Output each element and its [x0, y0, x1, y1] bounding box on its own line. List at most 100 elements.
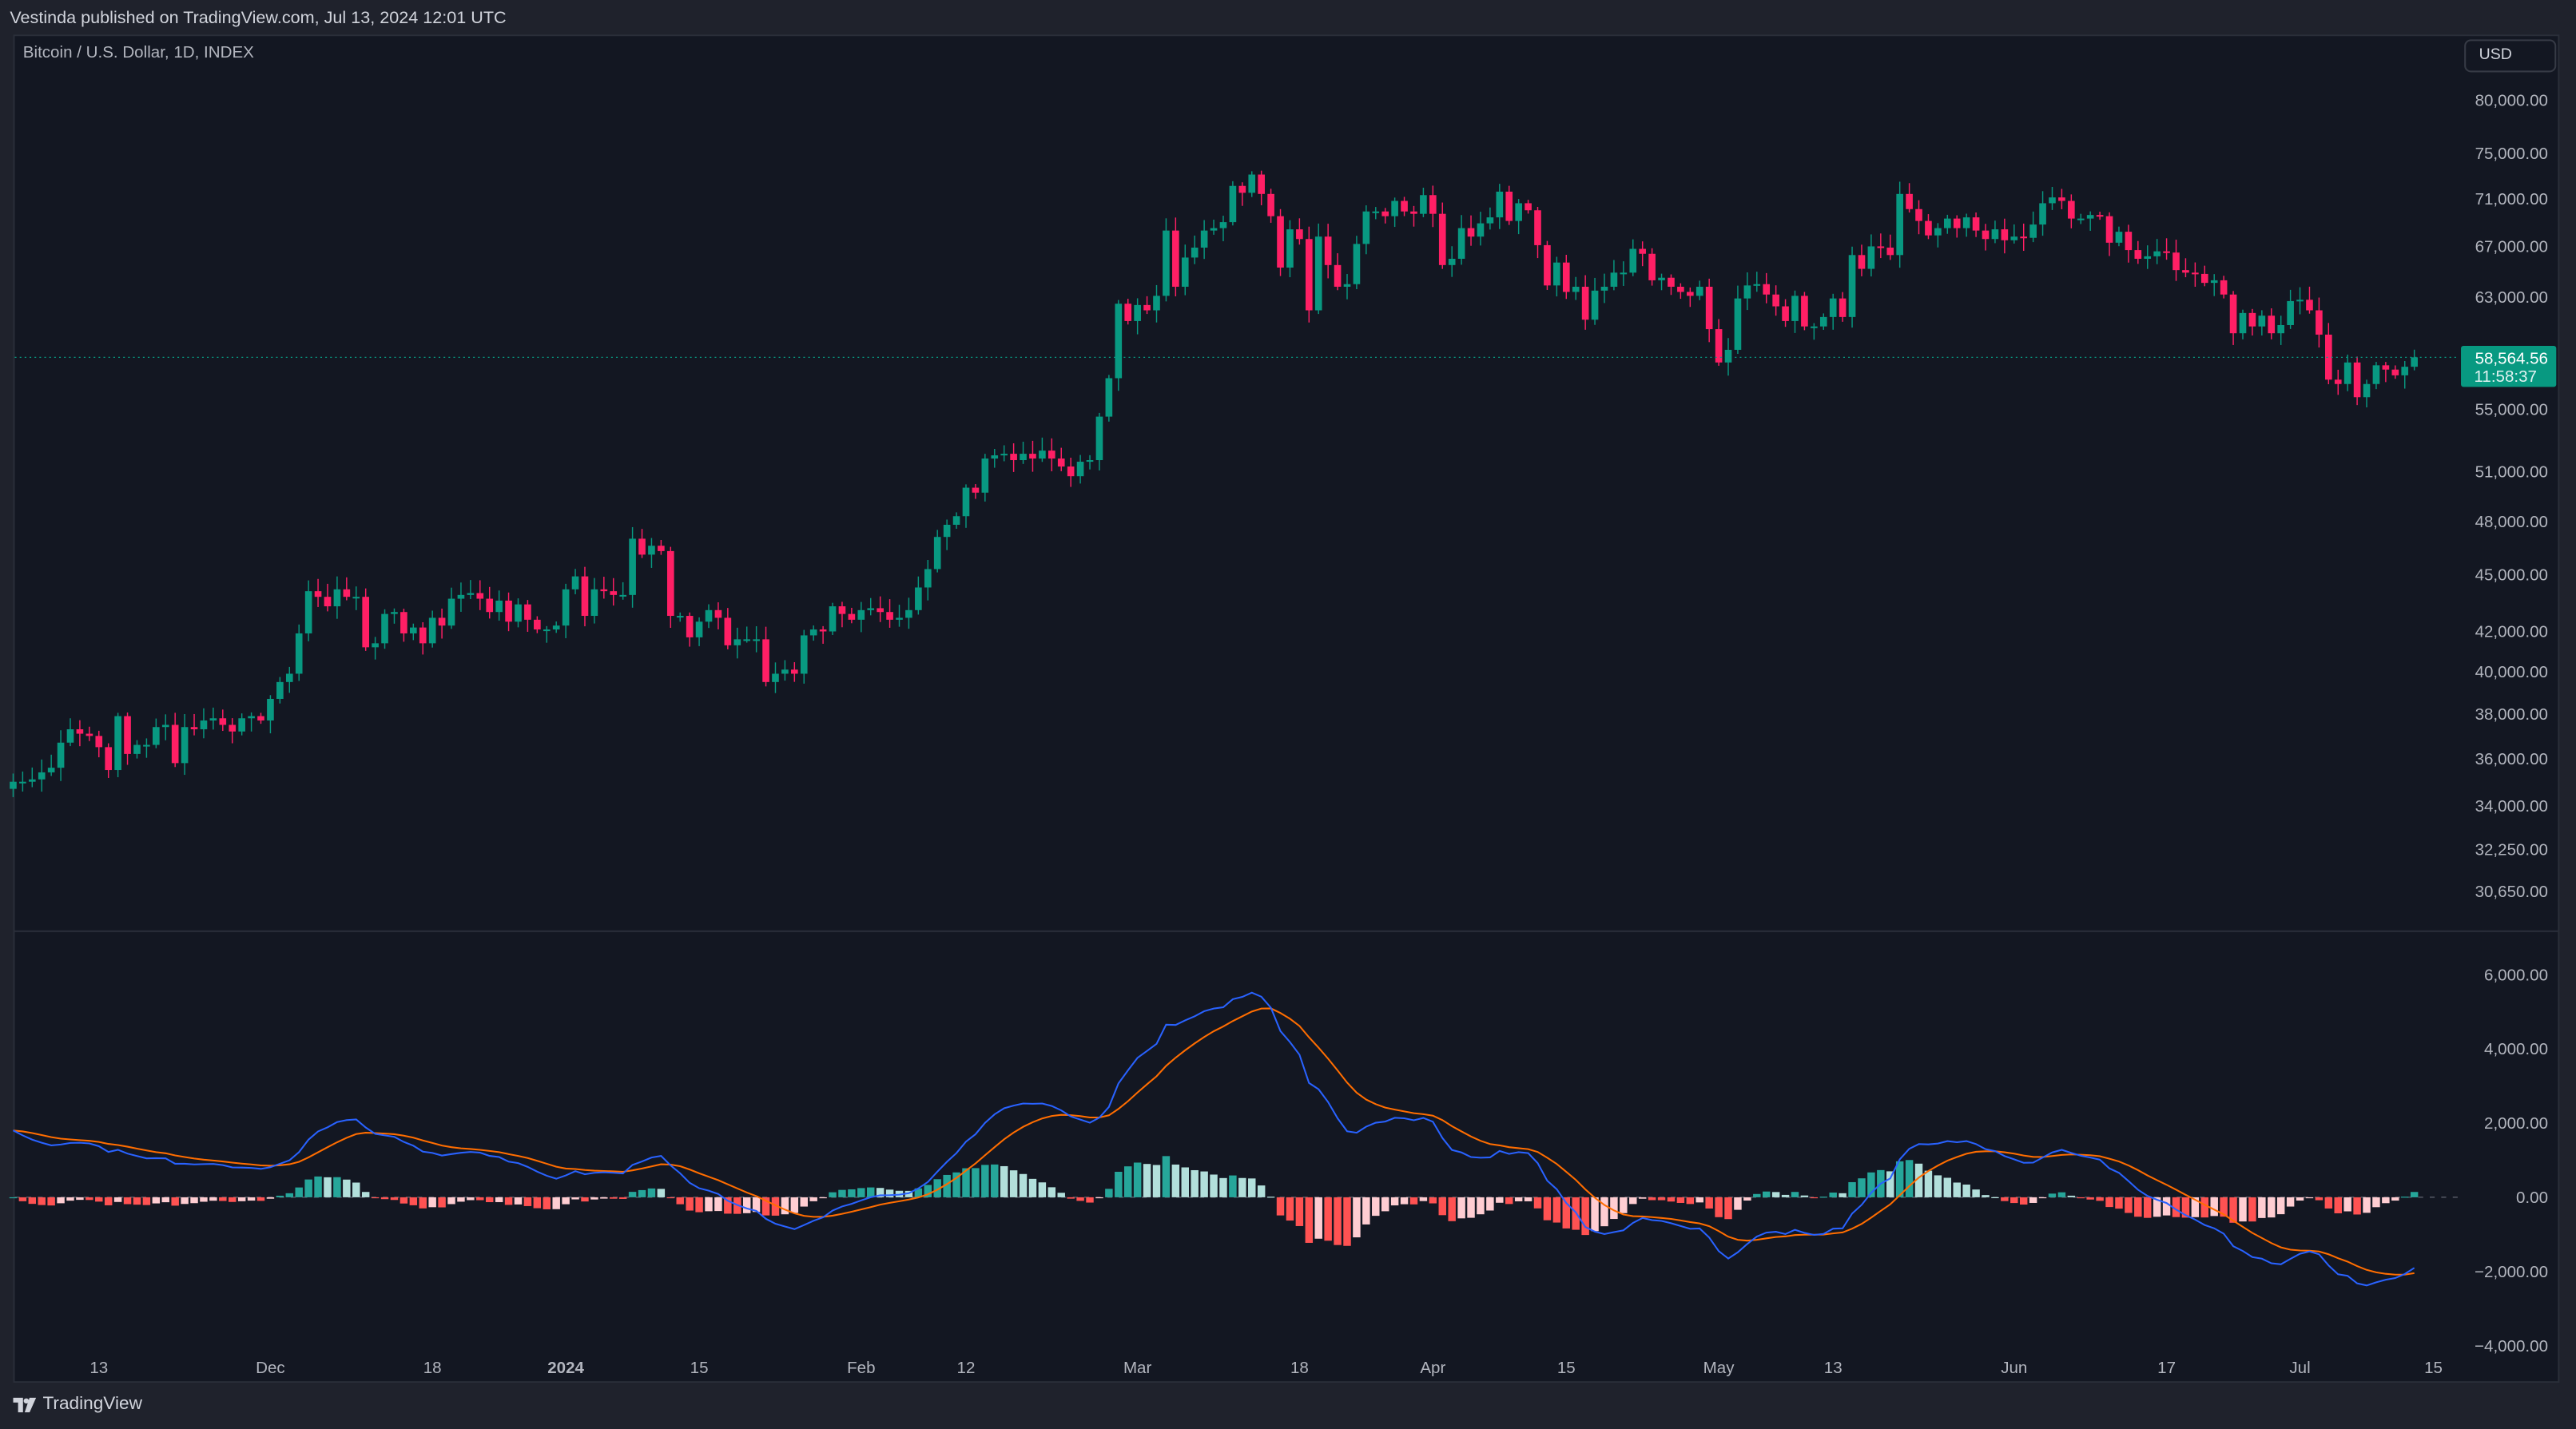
candle-body	[161, 724, 169, 728]
time-axis-label: Mar	[1123, 1359, 1152, 1377]
candle-body	[590, 589, 598, 617]
histogram-bar	[485, 1197, 494, 1202]
time-axis-label: Apr	[1420, 1359, 1445, 1377]
histogram-bar	[1943, 1177, 1952, 1197]
candle-body	[1172, 230, 1179, 287]
candle-body	[1277, 216, 1284, 268]
histogram-bar	[1210, 1174, 1218, 1197]
candle	[1143, 296, 1151, 315]
candle-body	[762, 639, 769, 682]
candle-body	[943, 524, 951, 538]
candle-body	[1591, 290, 1599, 320]
histogram-bar	[2343, 1197, 2351, 1212]
candle	[2363, 379, 2371, 407]
candle-body	[2105, 216, 2113, 243]
candle-body	[2324, 334, 2332, 380]
candle-body	[1763, 284, 1771, 295]
histogram-bar	[714, 1197, 722, 1212]
candle	[1743, 272, 1751, 311]
histogram-bar	[2353, 1197, 2361, 1215]
histogram-bar	[123, 1197, 132, 1205]
candle	[352, 586, 360, 610]
candle-body	[972, 487, 980, 493]
candle	[1658, 273, 1665, 291]
histogram-bar	[1934, 1175, 1942, 1197]
candle	[933, 530, 941, 573]
histogram-bar	[1695, 1197, 1703, 1203]
footer-brand[interactable]: TradingView	[13, 1395, 142, 1414]
histogram-bar	[1610, 1197, 1618, 1220]
price-axis-label: 71,000.00	[2475, 190, 2548, 208]
candle	[658, 540, 665, 555]
currency-button[interactable]: USD	[2464, 39, 2557, 73]
candle	[733, 627, 741, 659]
candle	[1906, 183, 1913, 213]
histogram-bar	[2410, 1192, 2419, 1197]
candle-body	[1219, 222, 1227, 228]
candle	[295, 624, 303, 681]
histogram-bar	[361, 1192, 370, 1197]
candle-body	[2020, 236, 2028, 239]
histogram-bar	[1162, 1156, 1171, 1197]
candle	[1277, 208, 1284, 276]
candle-body	[648, 546, 655, 555]
candle	[2324, 323, 2332, 385]
histogram-bar	[885, 1189, 894, 1197]
histogram-bar	[2181, 1197, 2190, 1218]
candle-body	[1886, 248, 1894, 256]
candle	[695, 617, 703, 646]
candle-body	[619, 594, 626, 597]
candle-body	[2334, 379, 2342, 384]
candle	[2125, 224, 2133, 263]
histogram-bar	[390, 1197, 399, 1201]
histogram-bar	[409, 1197, 418, 1205]
histogram-bar	[876, 1188, 885, 1197]
candle	[1915, 200, 1922, 235]
histogram-bar	[1086, 1197, 1094, 1203]
candle-body	[1457, 228, 1465, 259]
time-axis-label: 12	[957, 1359, 976, 1377]
candle-body	[1248, 174, 1256, 193]
histogram-bar	[219, 1197, 227, 1201]
histogram-bar	[2258, 1197, 2266, 1218]
candle-body	[2229, 294, 2237, 334]
candle-body	[419, 627, 427, 644]
histogram-bar	[1000, 1165, 1008, 1197]
histogram-bar	[771, 1197, 780, 1216]
candle-body	[28, 779, 36, 782]
candle	[705, 604, 713, 629]
histogram-bar	[628, 1192, 637, 1197]
histogram-bar	[600, 1197, 608, 1199]
candle	[619, 582, 626, 600]
candle-body	[2268, 316, 2276, 334]
price-axis-label: 55,000.00	[2475, 400, 2548, 419]
histogram-bar	[47, 1197, 55, 1206]
candle-body	[486, 598, 494, 613]
candle-body	[1772, 294, 1779, 307]
candle	[1668, 274, 1675, 296]
histogram-bar	[2001, 1197, 2009, 1201]
histogram-bar	[2248, 1197, 2256, 1222]
candle-body	[1658, 277, 1665, 280]
histogram-bar	[1533, 1197, 1542, 1209]
candle	[1420, 187, 1427, 217]
histogram-bar	[1429, 1197, 1437, 1204]
candle-body	[295, 633, 303, 674]
candle	[800, 629, 808, 684]
candle-body	[676, 616, 684, 618]
candle	[2248, 308, 2256, 336]
candle	[1267, 189, 1274, 223]
candle-body	[10, 781, 17, 789]
candle	[1153, 284, 1160, 323]
candle-body	[600, 589, 608, 592]
candle	[743, 626, 751, 643]
candle	[85, 726, 93, 741]
candle-body	[571, 576, 579, 589]
candle-body	[2363, 383, 2371, 398]
candle-body	[1896, 193, 1903, 256]
candle-body	[2296, 300, 2304, 302]
candle	[676, 612, 684, 622]
chart-panel[interactable]	[13, 34, 2560, 1383]
